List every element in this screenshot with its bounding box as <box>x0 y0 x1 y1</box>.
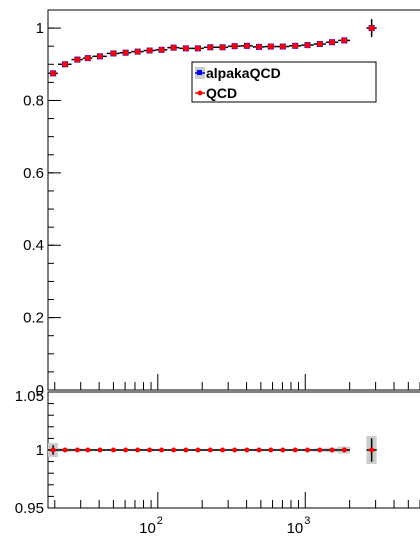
ratio-marker <box>304 447 310 453</box>
ratio-marker <box>171 447 177 453</box>
qcd-marker <box>50 70 57 77</box>
ratio-x-tick-label-exp: 3 <box>304 515 310 527</box>
ratio-marker <box>244 447 250 453</box>
legend-marker-qcd <box>197 90 203 96</box>
qcd-marker <box>84 55 91 62</box>
qcd-marker <box>316 41 323 48</box>
ratio-marker <box>292 447 298 453</box>
ratio-marker <box>183 447 189 453</box>
ratio-marker <box>341 447 347 453</box>
main-y-tick-label: 0.4 <box>23 237 44 254</box>
main-series-layer <box>48 19 377 77</box>
main-x-axis <box>54 374 420 390</box>
main-y-tick-label: 0.8 <box>23 92 44 109</box>
qcd-marker <box>256 43 263 50</box>
ratio-marker <box>317 447 323 453</box>
qcd-marker <box>329 39 336 46</box>
qcd-marker <box>292 42 299 49</box>
legend-entry-qcd: QCD <box>195 85 237 101</box>
qcd-marker <box>231 43 238 50</box>
legend-box <box>191 61 377 103</box>
ratio-marker <box>159 447 165 453</box>
qcd-marker <box>146 47 153 54</box>
qcd-marker <box>304 42 311 49</box>
legend: alpakaQCD QCD <box>191 61 377 103</box>
ratio-marker <box>62 447 68 453</box>
main-y-tick-label: 0.2 <box>23 310 44 327</box>
ratio-marker <box>232 447 238 453</box>
ratio-y-tick-label: 1 <box>36 442 44 459</box>
main-panel: 0 0.2 0.4 0.6 0.8 1 alpakaQCD QCD <box>23 9 420 399</box>
ratio-marker <box>268 447 274 453</box>
ratio-marker <box>110 447 116 453</box>
qcd-marker <box>182 45 189 52</box>
qcd-marker <box>219 44 226 51</box>
ratio-marker <box>74 447 80 453</box>
qcd-marker <box>267 43 274 50</box>
qcd-marker <box>341 37 348 44</box>
legend-label-alpakaqcd: alpakaQCD <box>206 65 281 81</box>
ratio-x-axis: 10 2 10 3 <box>54 492 420 537</box>
ratio-marker <box>147 447 153 453</box>
main-y-tick-label: 0.6 <box>23 165 44 182</box>
ratio-marker <box>195 447 201 453</box>
qcd-marker <box>62 61 69 68</box>
ratio-marker <box>85 447 91 453</box>
qcd-marker <box>207 44 214 51</box>
qcd-marker <box>279 43 286 50</box>
ratio-y-tick-label: 0.95 <box>15 500 44 517</box>
qcd-marker <box>134 48 141 55</box>
ratio-marker <box>220 447 226 453</box>
qcd-marker <box>74 56 81 63</box>
ratio-x-tick-label-base: 10 <box>287 520 304 537</box>
ratio-marker <box>329 447 335 453</box>
qcd-marker <box>194 45 201 52</box>
qcd-marker <box>96 53 103 60</box>
ratio-x-tick-label-exp: 2 <box>157 515 163 527</box>
ratio-marker <box>207 447 213 453</box>
qcd-marker <box>243 42 250 49</box>
ratio-y-tick-label: 1.05 <box>15 388 44 405</box>
qcd-marker <box>158 46 165 53</box>
ratio-marker <box>280 447 286 453</box>
ratio-marker <box>135 447 141 453</box>
main-plot-frame <box>47 9 420 391</box>
ratio-marker <box>97 447 103 453</box>
ratio-series-layer <box>48 436 377 464</box>
qcd-marker <box>368 25 375 32</box>
qcd-marker <box>170 44 177 51</box>
qcd-marker <box>122 49 129 56</box>
ratio-marker <box>369 447 375 453</box>
main-y-tick-label: 0 <box>36 382 44 399</box>
qcd-marker <box>110 50 117 57</box>
ratio-x-tick-label-base: 10 <box>139 520 156 537</box>
ratio-marker <box>123 447 129 453</box>
ratio-y-axis: 0.95 1 1.05 <box>15 388 61 517</box>
main-y-axis: 0 0.2 0.4 0.6 0.8 1 <box>23 9 61 399</box>
main-y-tick-label: 1 <box>36 20 44 37</box>
legend-marker-alpakaqcd <box>197 70 202 75</box>
legend-label-qcd: QCD <box>206 85 237 101</box>
ratio-marker <box>256 447 262 453</box>
legend-entry-alpakaqcd: alpakaQCD <box>195 65 281 81</box>
ratio-marker <box>50 447 56 453</box>
